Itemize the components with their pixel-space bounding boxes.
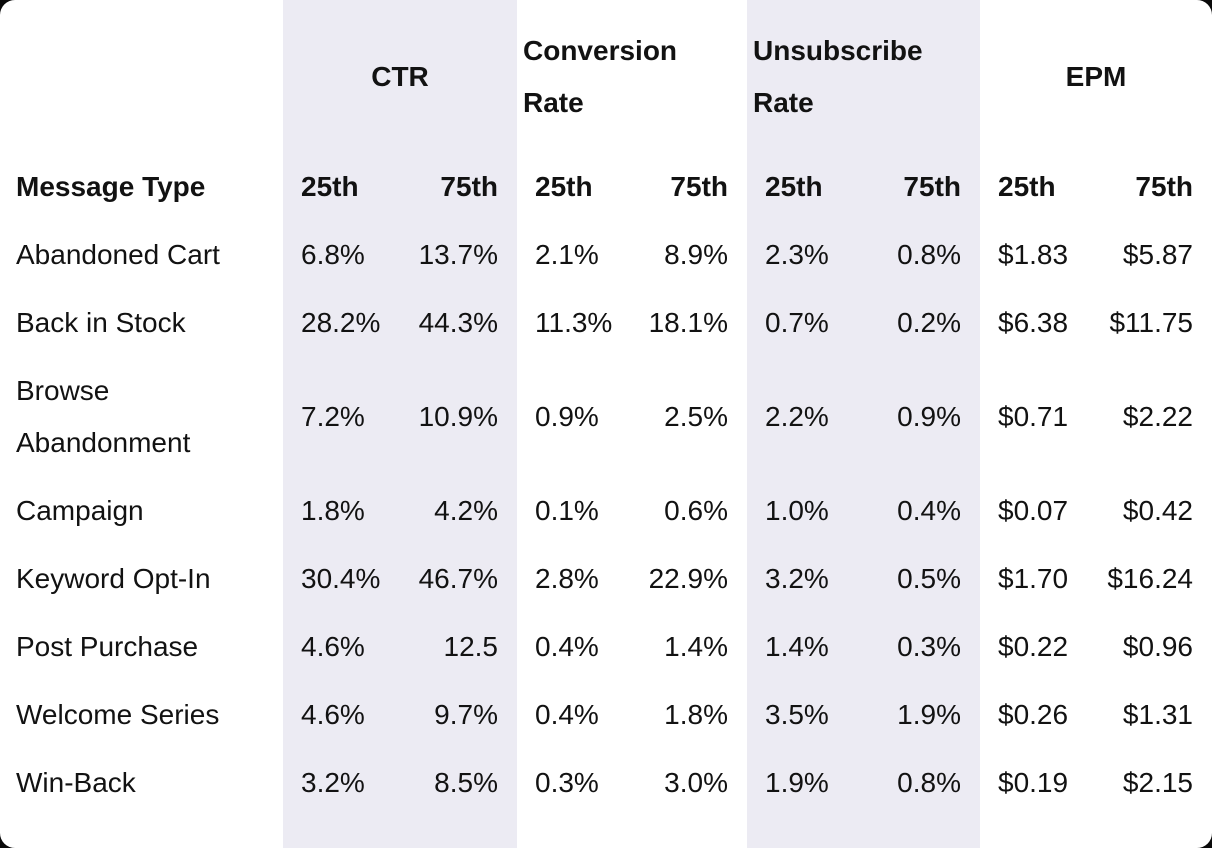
row-label: Post Purchase: [16, 631, 199, 662]
column-subheader-75th: 75th: [670, 171, 728, 202]
cell-value: 0.4%: [535, 699, 599, 730]
row-label: Abandoned Cart: [16, 239, 220, 270]
group-header-unsubscribe-rate: Unsubscribe Rate: [747, 0, 980, 153]
cell-value: 0.4%: [535, 631, 599, 662]
cell-value: 30.4%: [301, 563, 381, 594]
cell-value: 0.7%: [765, 307, 829, 338]
cell-value: 4.6%: [301, 631, 365, 662]
cell-value: 12.5: [443, 631, 499, 662]
cell-value: $1.70: [998, 563, 1069, 594]
benchmarks-table: CTR Conversion Rate Unsubscribe Rate EPM…: [0, 0, 1212, 817]
cell-value: 0.1%: [535, 495, 599, 526]
cell-value: 3.2%: [301, 767, 365, 798]
cell-value: $0.26: [998, 699, 1069, 730]
cell-value: $5.87: [1122, 239, 1193, 270]
cell-value: 13.7%: [418, 239, 498, 270]
cell-value: 4.2%: [434, 495, 498, 526]
row-label: Keyword Opt-In: [16, 563, 211, 594]
cell-value: 44.3%: [418, 307, 498, 338]
cell-value: 0.6%: [664, 495, 728, 526]
cell-value: 0.9%: [535, 401, 599, 432]
cell-value: 22.9%: [648, 563, 728, 594]
cell-value: 4.6%: [301, 699, 365, 730]
cell-value: $0.22: [998, 631, 1069, 662]
column-subheader-25th: 25th: [765, 171, 823, 202]
cell-value: $1.31: [1122, 699, 1193, 730]
cell-value: $0.19: [998, 767, 1069, 798]
cell-value: $11.75: [1109, 307, 1193, 338]
cell-value: 2.2%: [765, 401, 829, 432]
cell-value: 9.7%: [434, 699, 498, 730]
cell-value: $0.42: [1122, 495, 1193, 526]
cell-value: 1.8%: [301, 495, 365, 526]
cell-value: 1.8%: [664, 699, 728, 730]
cell-value: $0.96: [1122, 631, 1193, 662]
row-label: Welcome Series: [16, 699, 220, 730]
cell-value: 7.2%: [301, 401, 365, 432]
cell-value: $6.38: [998, 307, 1069, 338]
cell-value: $16.24: [1107, 563, 1193, 594]
cell-value: 2.1%: [535, 239, 599, 270]
group-header-conversion-rate: Conversion Rate: [517, 0, 747, 153]
cell-value: 10.9%: [418, 401, 498, 432]
cell-value: 28.2%: [301, 307, 381, 338]
cell-value: 1.4%: [664, 631, 728, 662]
group-header-spacer: [0, 0, 283, 153]
cell-value: 3.5%: [765, 699, 829, 730]
column-subheader-75th: 75th: [1135, 171, 1193, 202]
column-subheader-25th: 25th: [535, 171, 593, 202]
ctr-shaded-band: [283, 0, 517, 848]
cell-value: 0.8%: [897, 767, 961, 798]
cell-value: 46.7%: [418, 563, 498, 594]
cell-value: 1.0%: [765, 495, 829, 526]
cell-value: 2.5%: [664, 401, 728, 432]
cell-value: 1.9%: [897, 699, 961, 730]
cell-value: $0.07: [998, 495, 1069, 526]
cell-value: 0.9%: [897, 401, 961, 432]
cell-value: 8.5%: [434, 767, 498, 798]
column-subheader-75th: 75th: [903, 171, 961, 202]
row-label: Win-Back: [16, 767, 136, 798]
cell-value: 1.4%: [765, 631, 829, 662]
cell-value: 11.3%: [535, 307, 613, 338]
row-label: Campaign: [16, 495, 144, 526]
cell-value: 6.8%: [301, 239, 365, 270]
cell-value: 0.4%: [897, 495, 961, 526]
cell-value: 3.0%: [664, 767, 728, 798]
column-subheader-75th: 75th: [440, 171, 498, 202]
group-header-unsubscribe-rate-label: Unsubscribe Rate: [753, 34, 923, 118]
cell-value: 2.3%: [765, 239, 829, 270]
row-label: Back in Stock: [16, 307, 186, 338]
group-header-ctr: CTR: [283, 0, 517, 153]
cell-value: 2.8%: [535, 563, 599, 594]
group-header-ctr-label: CTR: [371, 60, 429, 92]
column-subheader-25th: 25th: [998, 171, 1056, 202]
group-header-conversion-rate-label: Conversion Rate: [523, 34, 678, 118]
cell-value: $0.71: [998, 401, 1069, 432]
cell-value: 8.9%: [664, 239, 728, 270]
cell-value: 18.1%: [648, 307, 728, 338]
cell-value: 0.3%: [535, 767, 599, 798]
column-header-message-type: Message Type: [16, 171, 206, 202]
cell-value: 0.3%: [897, 631, 961, 662]
cell-value: 0.5%: [897, 563, 961, 594]
cell-value: 1.9%: [765, 767, 829, 798]
cell-value: 3.2%: [765, 563, 829, 594]
cell-value: $2.15: [1122, 767, 1193, 798]
group-header-epm-label: EPM: [1065, 60, 1127, 92]
cell-value: $1.83: [998, 239, 1069, 270]
cell-value: 0.8%: [897, 239, 961, 270]
row-label: Browse Abandonment: [16, 375, 191, 458]
unsubscribe-shaded-band: [747, 0, 980, 848]
cell-value: 0.2%: [897, 307, 961, 338]
group-header-epm: EPM: [980, 0, 1212, 153]
cell-value: $2.22: [1122, 401, 1193, 432]
column-subheader-25th: 25th: [301, 171, 359, 202]
